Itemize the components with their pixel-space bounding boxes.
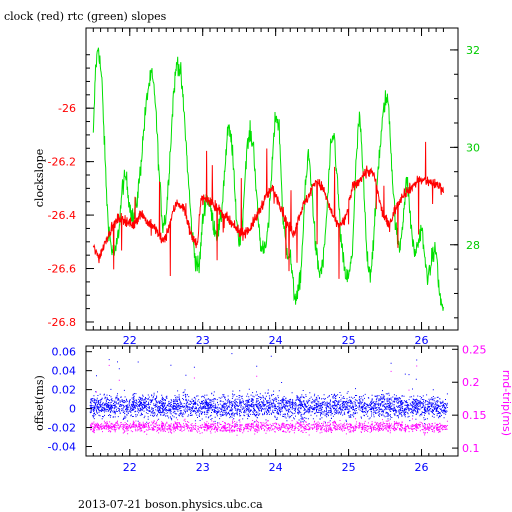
slopes-plot-frame: [85, 27, 459, 331]
y-tick-label: -26.4: [48, 209, 76, 222]
y-tick-label: 0.04: [52, 365, 77, 378]
offset-x-axis: 22 23 24 25 26: [92, 346, 444, 474]
y-tick-label: -26.8: [48, 316, 76, 329]
x-tick-label: 22: [123, 461, 137, 474]
x-tick-label: 23: [196, 461, 210, 474]
offset-y-axis-label: offset(ms): [33, 375, 46, 431]
y2-tick-label: 0.1: [462, 442, 480, 455]
x-tick-label: 26: [415, 461, 429, 474]
offset-plot-frame: [85, 345, 459, 457]
y-tick-label: -26.6: [48, 263, 76, 276]
clock-series-line: [92, 141, 444, 279]
offset-scatter-points: [89, 353, 448, 425]
offset-panel: 22 23 24 25 26 0.060.040.020-0.02-0.04 0.250…: [33, 343, 512, 474]
y2-tick-label: 0.25: [462, 343, 487, 356]
y-tick-label: -26: [58, 102, 76, 115]
slopes-plot-area: [92, 47, 444, 311]
y2-tick-label: 0.15: [462, 409, 487, 422]
offset-y-axis-right: 0.25 0.2 0.15 0.1: [452, 343, 487, 455]
footer-caption: 2013-07-21 boson.physics.ubc.ca: [78, 498, 263, 511]
x-tick-label: 24: [269, 334, 283, 347]
y2-tick-label: 28: [466, 239, 480, 252]
slopes-y-axis-left: -26 -26.2 -26.4 -26.6 -26.8: [48, 54, 94, 329]
y-tick-label: -26.2: [48, 156, 76, 169]
y2-tick-label: 32: [466, 44, 480, 57]
x-tick-label: 23: [196, 334, 210, 347]
y-tick-label: 0.02: [52, 384, 77, 397]
slopes-y-axis-right: 32 30 28: [450, 44, 480, 319]
rtc-series-line: [92, 47, 444, 311]
offset-plot-area: [89, 353, 448, 436]
y2-tick-label: 0.2: [462, 376, 480, 389]
rndtrip-scatter-points: [89, 364, 448, 436]
offset-y-axis-left: 0.06 0.04 0.02 0 -0.02 -0.04: [48, 346, 92, 454]
slopes-panel: 22 23 24 25 26 -26 -26.2 -26.4 -26.6 -26.8 32 30 2…: [33, 27, 480, 347]
slopes-x-axis: 22 23 24 25 26: [92, 28, 444, 347]
x-tick-label: 25: [342, 334, 356, 347]
x-tick-label: 24: [269, 461, 283, 474]
x-tick-label: 25: [342, 461, 356, 474]
slopes-y-axis-label: clockslope: [33, 149, 46, 207]
chart-title: clock (red) rtc (green) slopes: [4, 10, 167, 23]
y-tick-label: -0.04: [48, 441, 76, 454]
rndtrip-y-axis-label: rnd-trip(ms): [500, 370, 512, 436]
y2-tick-label: 30: [466, 141, 480, 154]
x-tick-label: 26: [415, 334, 429, 347]
y-tick-label: -0.02: [48, 422, 76, 435]
y-tick-label: 0.06: [52, 346, 77, 359]
x-tick-label: 22: [123, 334, 137, 347]
y-tick-label: 0: [69, 403, 76, 416]
